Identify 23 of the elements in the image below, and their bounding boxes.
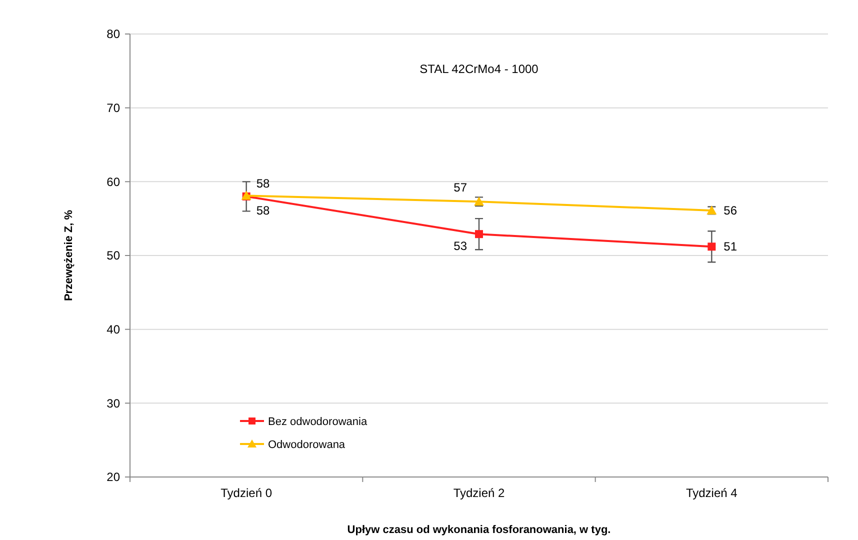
y-tick-label: 70 [106, 101, 120, 116]
y-tick-label: 30 [106, 396, 120, 410]
x-tick-label: Tydzień 2 [453, 486, 505, 500]
x-axis-title: Upływ czasu od wykonania fosforanowania, w tyg. [347, 524, 611, 536]
data-label: 53 [454, 239, 468, 254]
y-tick-label: 20 [106, 470, 120, 484]
data-label: 57 [454, 180, 468, 195]
text: STAL 42CrMo4 - 1000 [420, 62, 539, 76]
point [475, 230, 483, 238]
data-label: 51 [724, 240, 738, 254]
y-tick-label: 80 [106, 27, 120, 42]
data-label: 58 [256, 203, 270, 218]
data-label: 58 [256, 176, 270, 191]
point [708, 242, 716, 251]
y-tick-label: 60 [106, 174, 120, 189]
y-axis-title: Przewężenie Z, % [63, 210, 75, 302]
y-tick-label: 50 [106, 248, 120, 263]
legend-label: Bez odwodorowania [268, 416, 368, 428]
x-tick-label: Tydzień 0 [220, 486, 272, 500]
x-tick-label: Tydzień 4 [686, 486, 738, 500]
y-tick-label: 40 [106, 322, 120, 337]
data-label: 56 [724, 203, 738, 218]
legend-label: Odwodorowana [268, 438, 346, 451]
